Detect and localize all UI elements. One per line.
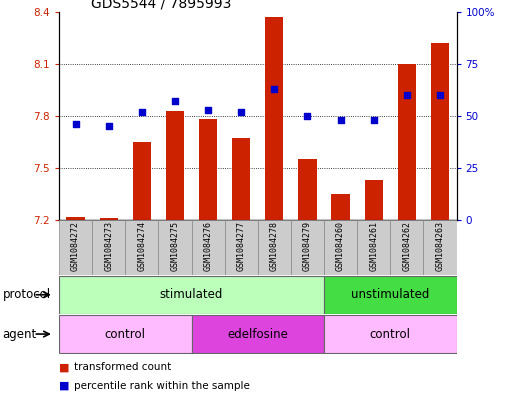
Text: stimulated: stimulated [160, 288, 223, 301]
Point [105, 123, 113, 130]
Text: GSM1084274: GSM1084274 [137, 222, 146, 272]
Point [171, 98, 179, 105]
Point [204, 107, 212, 113]
Bar [299, 159, 317, 220]
Text: GSM1084261: GSM1084261 [369, 222, 378, 272]
Bar [265, 17, 284, 220]
Bar [133, 142, 151, 220]
Bar [59, 220, 92, 275]
Text: ■: ■ [59, 362, 69, 373]
Bar [232, 138, 250, 220]
Bar [390, 220, 423, 275]
Text: protocol: protocol [3, 288, 51, 301]
Bar [331, 194, 350, 220]
Bar [125, 220, 159, 275]
Text: transformed count: transformed count [74, 362, 172, 373]
Point [270, 86, 279, 92]
Point [303, 113, 311, 119]
Point [436, 92, 444, 98]
Text: control: control [370, 327, 411, 341]
Text: control: control [105, 327, 146, 341]
Bar [59, 276, 324, 314]
Text: GSM1084275: GSM1084275 [170, 222, 180, 272]
Text: GSM1084262: GSM1084262 [402, 222, 411, 272]
Text: GSM1084278: GSM1084278 [270, 222, 279, 272]
Bar [166, 111, 184, 220]
Bar [431, 43, 449, 220]
Bar [258, 220, 291, 275]
Text: GSM1084263: GSM1084263 [436, 222, 444, 272]
Bar [324, 220, 357, 275]
Point [71, 121, 80, 127]
Text: GDS5544 / 7895993: GDS5544 / 7895993 [91, 0, 231, 11]
Point [237, 108, 245, 115]
Point [137, 108, 146, 115]
Bar [159, 220, 191, 275]
Bar [191, 315, 324, 353]
Text: GSM1084272: GSM1084272 [71, 222, 80, 272]
Text: GSM1084277: GSM1084277 [236, 222, 246, 272]
Bar [67, 217, 85, 220]
Bar [291, 220, 324, 275]
Text: agent: agent [3, 327, 37, 341]
Text: unstimulated: unstimulated [351, 288, 429, 301]
Point [403, 92, 411, 98]
Bar [365, 180, 383, 220]
Bar [398, 64, 416, 220]
Text: GSM1084273: GSM1084273 [104, 222, 113, 272]
Bar [100, 219, 118, 220]
Point [370, 117, 378, 123]
Text: percentile rank within the sample: percentile rank within the sample [74, 381, 250, 391]
Bar [324, 276, 457, 314]
Text: GSM1084279: GSM1084279 [303, 222, 312, 272]
Bar [324, 315, 457, 353]
Bar [225, 220, 258, 275]
Bar [423, 220, 457, 275]
Bar [199, 119, 217, 220]
Bar [357, 220, 390, 275]
Text: ■: ■ [59, 381, 69, 391]
Bar [191, 220, 225, 275]
Text: edelfosine: edelfosine [227, 327, 288, 341]
Bar [59, 315, 191, 353]
Point [337, 117, 345, 123]
Bar [92, 220, 125, 275]
Text: GSM1084260: GSM1084260 [336, 222, 345, 272]
Text: GSM1084276: GSM1084276 [204, 222, 212, 272]
